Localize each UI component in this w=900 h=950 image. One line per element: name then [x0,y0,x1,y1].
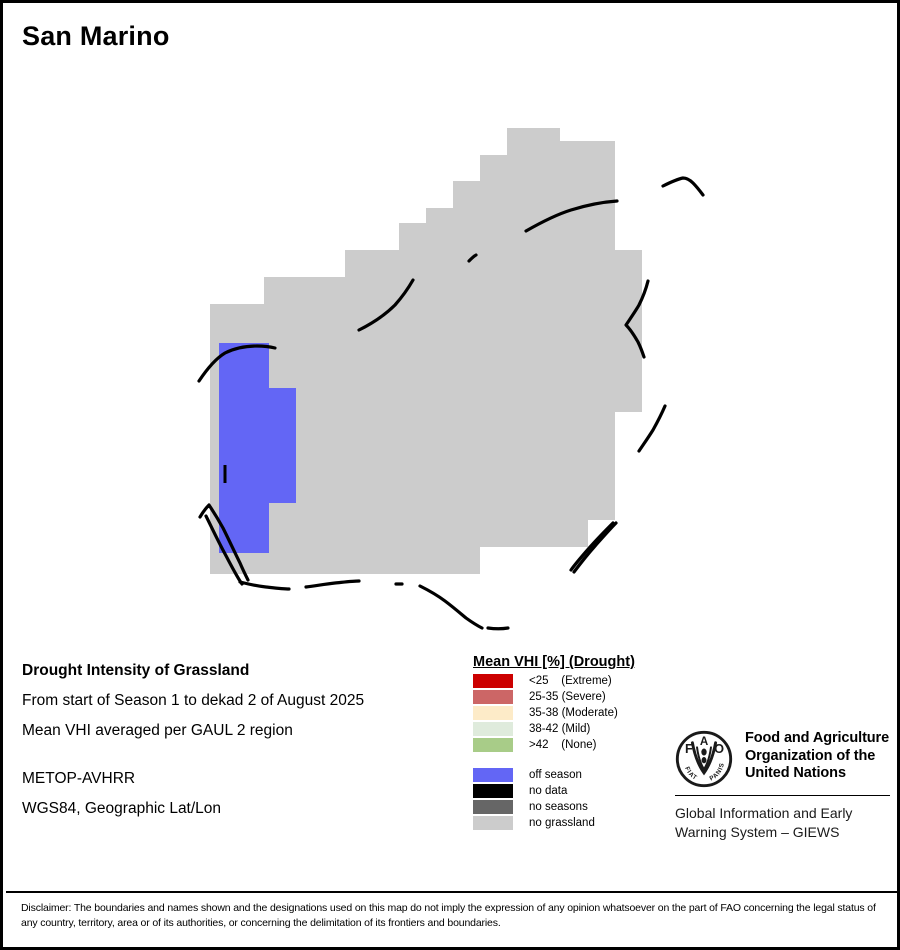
fao-org-line-1: Food and Agriculture [745,730,890,746]
map-region-no-grassland[interactable] [210,128,642,574]
map-metadata: Drought Intensity of Grassland From star… [22,656,452,824]
svg-text:O: O [714,741,724,756]
map-legend: Mean VHI [%] (Drought) <25 (Extreme) 25-3… [473,654,673,831]
legend-row-off-season[interactable]: off season [473,767,673,783]
boundary-line-14 [569,521,615,572]
fao-branding: F A O FIAT PANIS Food and Agriculture Or… [675,730,890,842]
disclaimer-divider [6,891,900,893]
legend-swatch-off-season [473,768,513,782]
legend-swatch-severe [473,690,513,704]
metadata-projection: WGS84, Geographic Lat/Lon [22,800,222,817]
boundary-line-0 [197,344,277,383]
boundary-line-1 [357,278,415,332]
boundary-line-5 [624,279,650,359]
legend-swatch-no-seasons [473,800,513,814]
giews-line-2: Warning System – GIEWS [675,824,840,840]
legend-swatch-moderate [473,706,513,720]
legend-row-no-seasons[interactable]: no seasons [473,799,673,815]
legend-row-moderate[interactable]: 35-38 (Moderate) [473,705,673,721]
boundary-line-13 [486,626,510,631]
map-region-off-season[interactable] [219,343,296,553]
legend-label-no-seasons: no seasons [529,801,588,813]
fao-org-line-2: Organization of the [745,747,876,764]
fao-organization-name: Food and Agriculture Organization of the… [745,730,889,783]
legend-label-mild: 38-42 (Mild) [529,723,591,735]
legend-label-no-data: no data [529,785,568,797]
legend-swatch-extreme [473,674,513,688]
metadata-period: From start of Season 1 to dekad 2 of Aug… [22,692,365,709]
giews-system-name: Global Information and Early Warning Sys… [675,804,890,842]
svg-text:F: F [685,741,693,756]
fao-divider [675,795,890,796]
legend-row-extreme[interactable]: <25 (Extreme) [473,673,673,689]
legend-label-none: >42 (None) [529,739,597,751]
disclaimer-text: Disclaimer: The boundaries and names sho… [21,902,876,929]
boundary-line-3 [524,199,619,233]
legend-spacer [473,753,673,767]
legend-swatch-none [473,738,513,752]
svg-text:A: A [700,735,709,748]
legend-class-list: <25 (Extreme) 25-35 (Severe) 35-38 (Modera… [473,673,673,753]
page-title: San Marino [22,21,170,51]
boundary-line-10 [304,579,361,589]
legend-row-no-data[interactable]: no data [473,783,673,799]
legend-label-moderate: 35-38 (Moderate) [529,707,618,719]
metadata-product-title: Drought Intensity of Grassland [22,662,250,679]
giews-line-1: Global Information and Early [675,805,853,821]
boundary-line-4 [661,176,705,197]
fao-logo-icon: F A O FIAT PANIS [675,730,733,788]
legend-status-list: off season no data no seasons no grassland [473,767,673,831]
boundary-line-12 [418,584,484,630]
map-admin-boundaries [197,176,705,631]
boundary-line-15 [572,521,618,574]
map-canvas[interactable] [3,63,897,633]
legend-label-no-grassland: no grassland [529,817,595,829]
boundary-line-2 [467,253,478,263]
legend-row-no-grassland[interactable]: no grassland [473,815,673,831]
legend-title: Mean VHI [%] (Drought) [473,654,635,670]
legend-swatch-mild [473,722,513,736]
metadata-spacer [22,746,452,764]
boundary-line-6 [637,404,667,453]
boundary-line-9 [238,580,291,591]
legend-row-severe[interactable]: 25-35 (Severe) [473,689,673,705]
metadata-sensor: METOP-AVHRR [22,770,136,787]
boundary-line-7 [198,503,250,582]
legend-row-mild[interactable]: 38-42 (Mild) [473,721,673,737]
legend-label-extreme: <25 (Extreme) [529,675,612,687]
legend-label-severe: 25-35 (Severe) [529,691,606,703]
legend-label-off-season: off season [529,769,582,781]
legend-swatch-no-data [473,784,513,798]
metadata-aggregation: Mean VHI averaged per GAUL 2 region [22,722,293,739]
map-regions [210,128,642,574]
legend-swatch-no-grassland [473,816,513,830]
legend-row-none[interactable]: >42 (None) [473,737,673,753]
boundary-line-8 [204,514,244,586]
fao-org-line-3: United Nations [745,765,846,781]
